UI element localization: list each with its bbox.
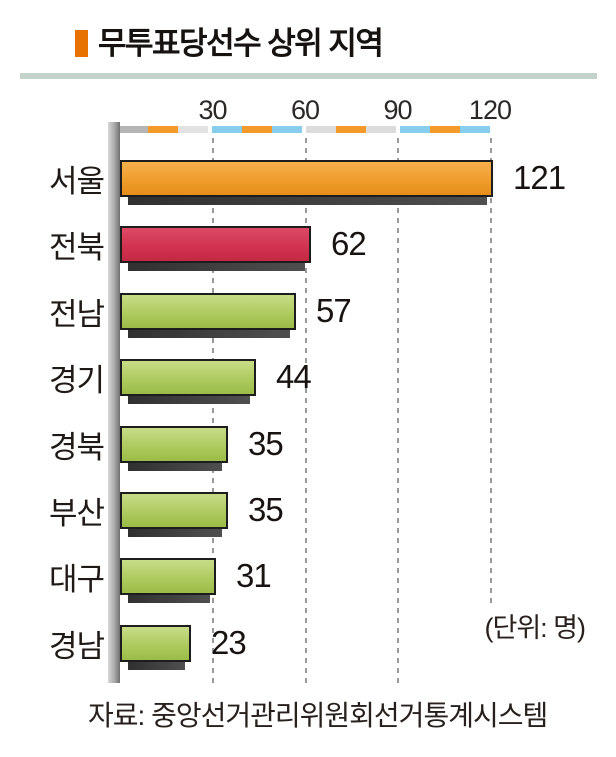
bar bbox=[120, 225, 311, 271]
decor-segment bbox=[242, 126, 272, 133]
bar bbox=[120, 624, 191, 670]
chart-row: 대구 31 bbox=[0, 543, 616, 609]
decor-segment bbox=[118, 126, 148, 133]
decor-segment bbox=[460, 126, 490, 133]
bar-shadow bbox=[128, 262, 305, 271]
bar-shadow bbox=[128, 462, 222, 471]
chart-header: 무투표당선수 상위 지역 bbox=[75, 26, 384, 61]
bar-track: 44 bbox=[120, 358, 616, 404]
category-label: 전남 bbox=[48, 296, 105, 332]
y-axis-column bbox=[108, 122, 120, 683]
category-label: 경남 bbox=[48, 628, 105, 664]
chart-row: 전북 62 bbox=[0, 211, 616, 277]
chart-row: 경기 44 bbox=[0, 344, 616, 410]
bar bbox=[120, 557, 216, 603]
x-tick-label: 60 bbox=[290, 95, 320, 125]
bar-track: 31 bbox=[120, 557, 616, 603]
category-label: 대구 bbox=[48, 561, 105, 597]
decorative-segment-line bbox=[118, 126, 490, 133]
value-label: 35 bbox=[248, 425, 284, 462]
category-label: 서울 bbox=[48, 163, 105, 199]
page-title: 무투표당선수 상위 지역 bbox=[98, 26, 384, 61]
header-divider bbox=[20, 73, 597, 79]
bar-track: 23 bbox=[120, 624, 616, 670]
decor-segment bbox=[366, 126, 396, 133]
title-bullet-icon bbox=[75, 30, 88, 57]
category-label: 전북 bbox=[48, 229, 105, 265]
value-label: 62 bbox=[331, 225, 367, 262]
bar bbox=[120, 358, 256, 404]
gridline bbox=[305, 138, 307, 685]
decor-segment bbox=[178, 126, 208, 133]
chart-row: 전남 57 bbox=[0, 278, 616, 344]
decor-segment bbox=[430, 126, 460, 133]
chart-row: 부산 35 bbox=[0, 477, 616, 543]
value-label: 57 bbox=[316, 292, 352, 329]
chart-row: 경남 23 bbox=[0, 610, 616, 676]
x-tick-label: 30 bbox=[198, 95, 227, 125]
chart-row: 서울 121 bbox=[0, 145, 616, 211]
bar bbox=[120, 159, 493, 205]
bar bbox=[120, 491, 228, 537]
decor-segment bbox=[212, 126, 242, 133]
value-label: 35 bbox=[248, 491, 284, 528]
x-tick-label: 90 bbox=[383, 95, 412, 125]
bar-shadow bbox=[128, 594, 210, 603]
bar bbox=[120, 292, 296, 338]
bar bbox=[120, 425, 228, 471]
bar-track: 35 bbox=[120, 425, 616, 471]
decor-segment bbox=[148, 126, 178, 133]
bar-track: 35 bbox=[120, 491, 616, 537]
gridline bbox=[490, 138, 492, 604]
bar-track: 121 bbox=[120, 159, 616, 205]
chart-row: 경북 35 bbox=[0, 411, 616, 477]
value-label: 121 bbox=[513, 159, 566, 196]
unit-note: (단위: 명) bbox=[484, 613, 586, 643]
value-label: 44 bbox=[276, 358, 312, 395]
value-label: 31 bbox=[236, 557, 272, 594]
category-label: 경북 bbox=[48, 429, 105, 465]
decor-segment bbox=[336, 126, 366, 133]
gridline bbox=[397, 138, 399, 685]
value-label: 23 bbox=[211, 624, 247, 661]
x-tick-label: 120 bbox=[468, 95, 512, 125]
bar-shadow bbox=[128, 196, 487, 205]
bar-shadow bbox=[128, 661, 185, 670]
bar-shadow bbox=[128, 528, 222, 537]
decor-segment bbox=[400, 126, 430, 133]
gridline bbox=[212, 138, 214, 685]
category-label: 경기 bbox=[48, 362, 105, 398]
decor-segment bbox=[306, 126, 336, 133]
category-label: 부산 bbox=[48, 495, 105, 531]
bar-shadow bbox=[128, 395, 250, 404]
decor-segment bbox=[272, 126, 302, 133]
bar-chart: 30 60 90 120 서울 121 전북 62 전남 57 경기 44 경북 35 부산 35 대구 31 경… bbox=[0, 81, 616, 693]
bar-shadow bbox=[128, 329, 290, 338]
source-note: 자료: 중앙선거관리위원회선거통계시스템 bbox=[88, 700, 548, 731]
bar-track: 57 bbox=[120, 292, 616, 338]
bar-track: 62 bbox=[120, 225, 616, 271]
